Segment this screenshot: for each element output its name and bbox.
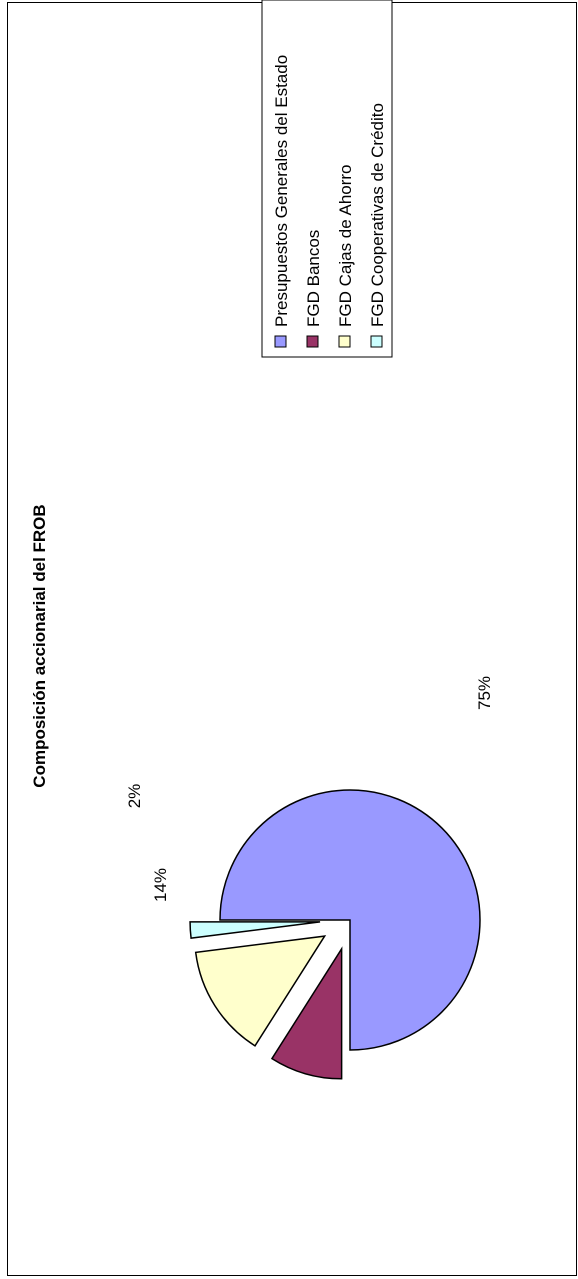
legend-swatch (370, 335, 383, 348)
chart-title: Composición accionarial del FROB (30, 504, 49, 787)
legend-label: FGD Bancos (304, 230, 323, 327)
slice-value-label: 14% (151, 868, 170, 902)
pie-slice-1 (219, 789, 481, 1051)
legend-label: Presupuestos Generales del Estado (272, 55, 291, 327)
pie: 75%9%14%2% (125, 676, 494, 1080)
legend-swatch (274, 335, 287, 348)
slice-value-label: 2% (125, 784, 144, 809)
legend: Presupuestos Generales del Estado FGD Ban… (261, 0, 393, 358)
legend-swatch (306, 335, 319, 348)
slice-value-label: 75% (475, 676, 494, 710)
legend-box (261, 0, 393, 358)
pie-slice-2 (270, 946, 343, 1080)
legend-swatch (338, 335, 351, 348)
pie-slice-4 (189, 921, 321, 940)
legend-label: FGD Cooperativas de Crédito (368, 103, 387, 327)
legend-label: FGD Cajas de Ahorro (336, 164, 355, 327)
pie-slice-3 (194, 935, 327, 1047)
